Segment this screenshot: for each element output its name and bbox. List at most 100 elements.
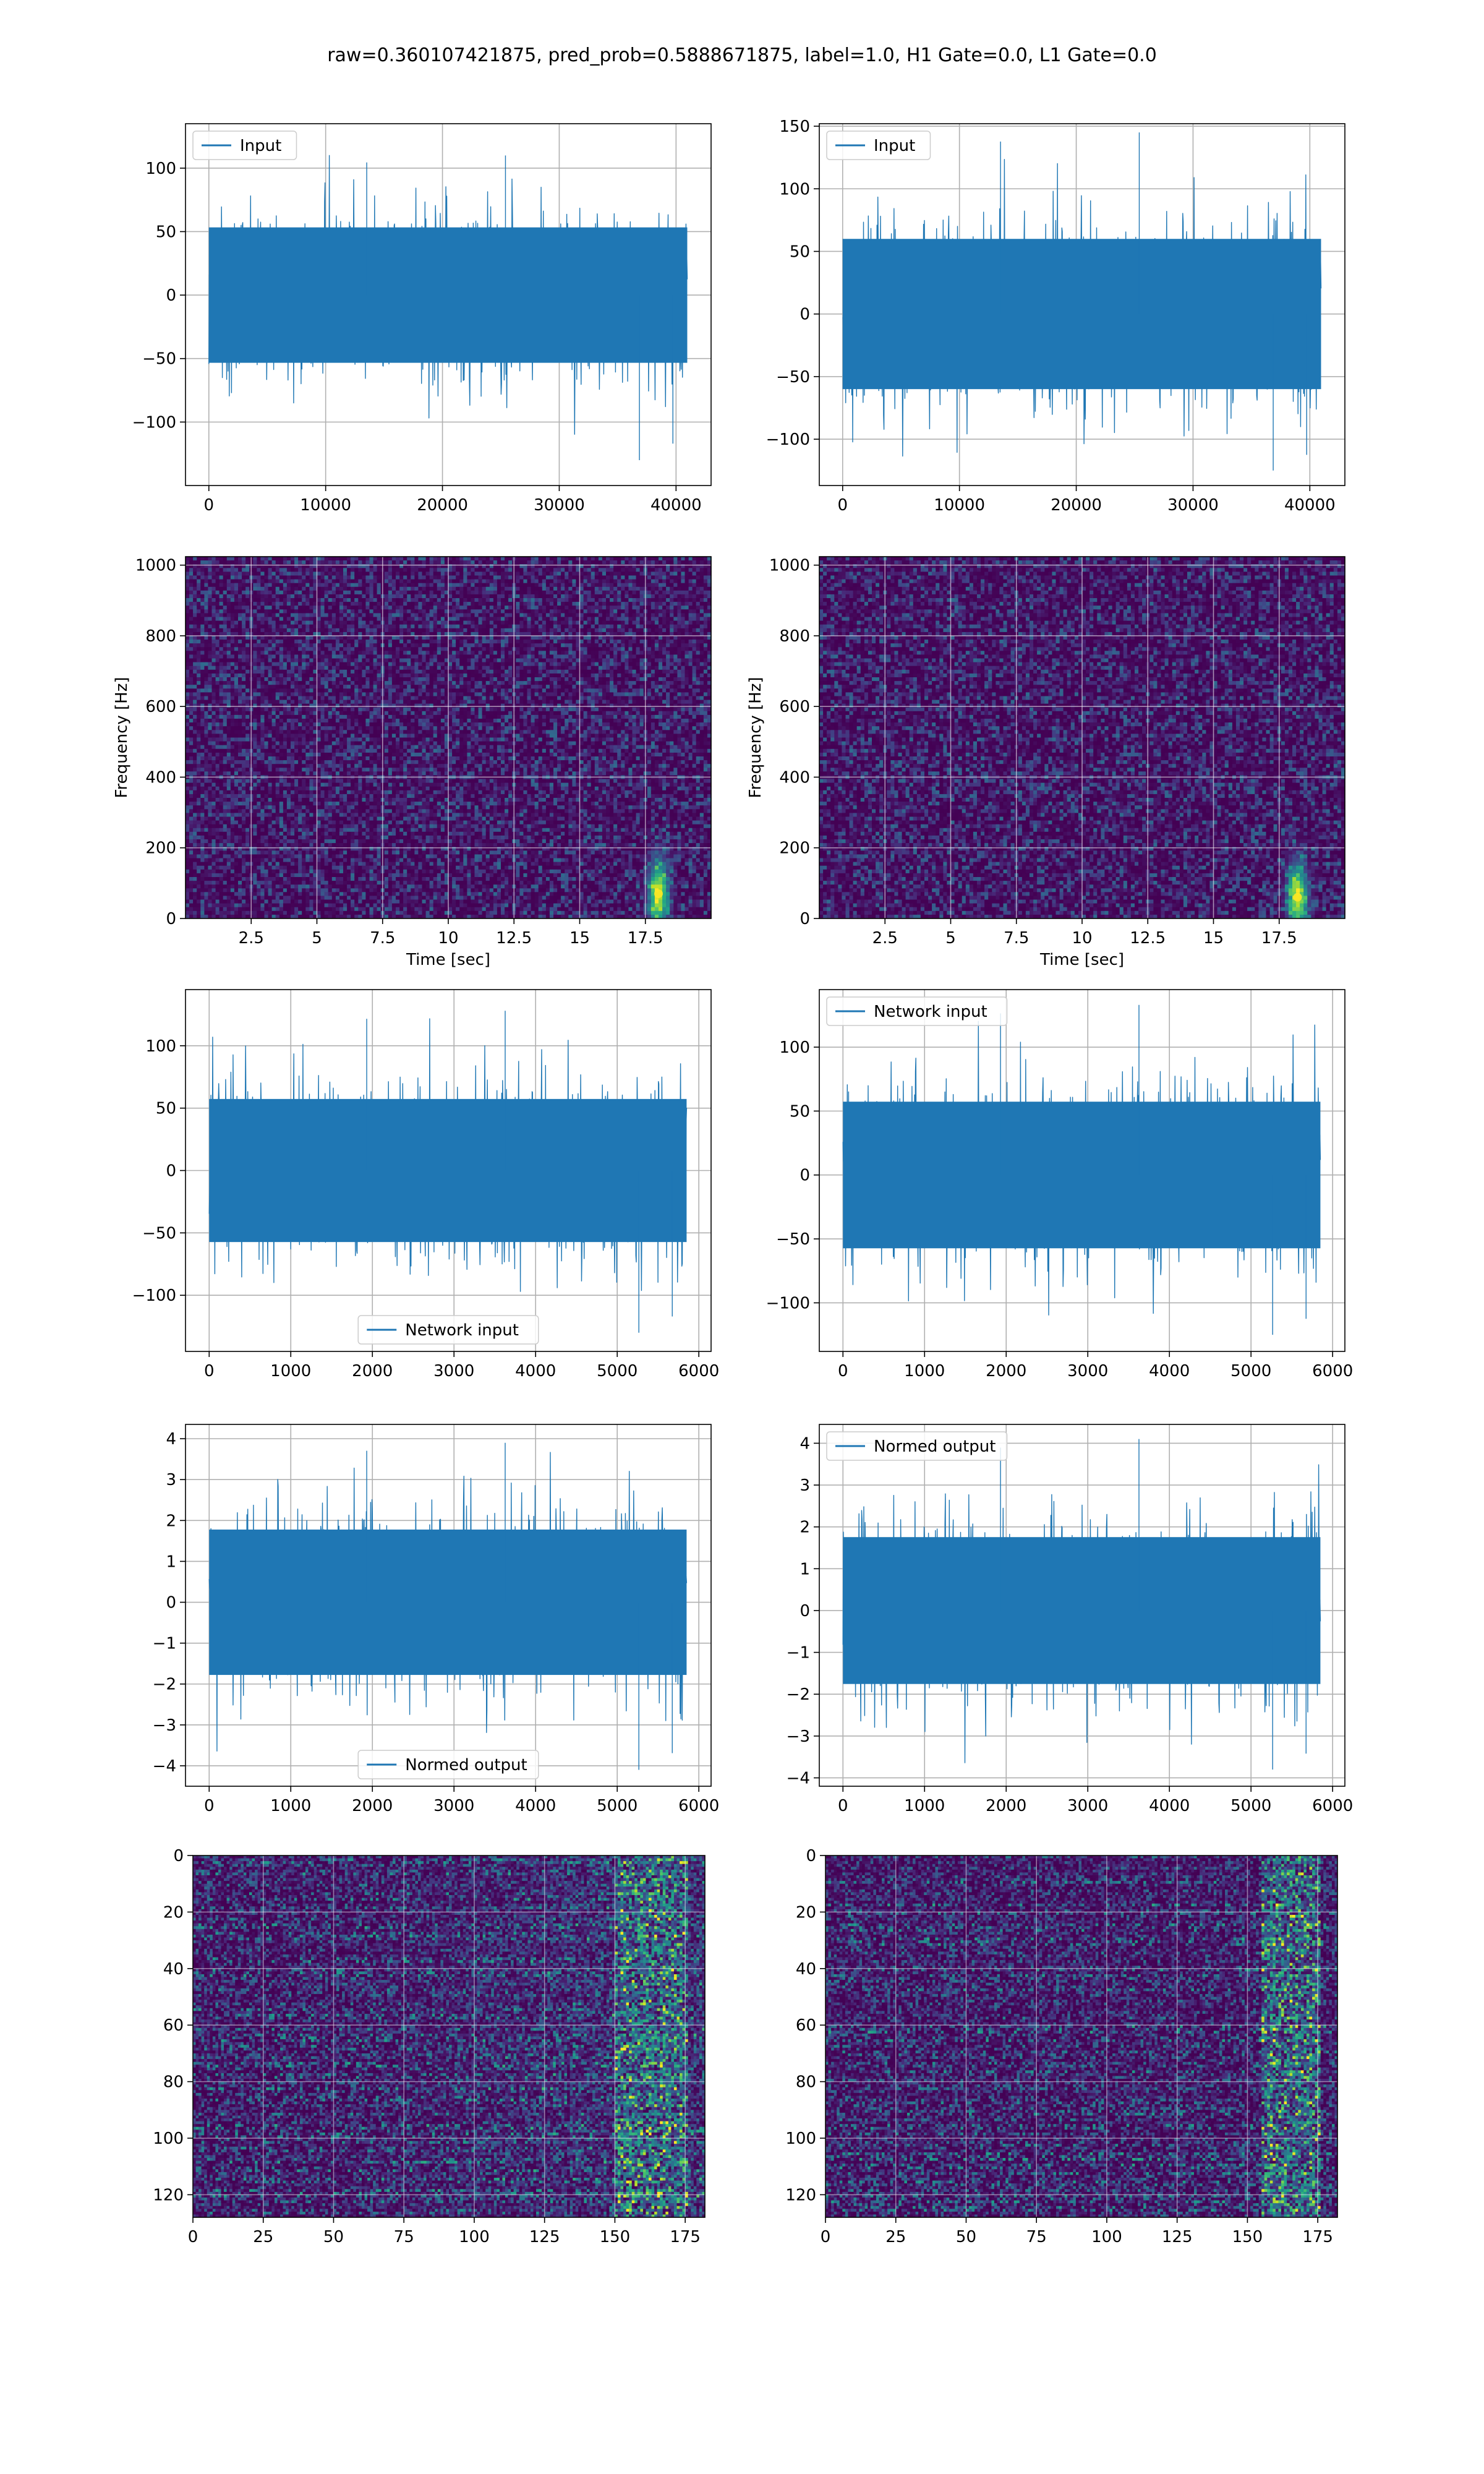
x-tick-label: 125	[529, 2228, 560, 2246]
y-tick-label: 0	[800, 910, 810, 928]
y-tick-label: 400	[145, 768, 176, 787]
y-tick-label: 400	[779, 768, 810, 787]
y-tick-label: 80	[796, 2073, 816, 2092]
legend-label: Normed output	[405, 1756, 527, 1774]
x-tick-label: 30000	[1167, 496, 1219, 515]
legend: Network input	[358, 1316, 539, 1344]
series-dense-core	[843, 1102, 1320, 1248]
series-dense-core	[843, 239, 1321, 389]
x-tick-label: 20000	[417, 496, 468, 515]
y-tick-label: 4	[166, 1430, 176, 1449]
legend-label: Input	[874, 137, 915, 155]
y-tick-label: 2	[800, 1518, 810, 1537]
y-tick-label: 150	[779, 118, 810, 136]
x-tick-label: 0	[188, 2228, 198, 2246]
x-tick-label: 50	[956, 2228, 976, 2246]
x-tick-label: 7.5	[370, 929, 395, 948]
x-tick-label: 30000	[534, 496, 585, 515]
x-tick-label: 0	[204, 1797, 215, 1815]
y-tick-label: 0	[800, 1602, 810, 1620]
x-tick-label: 2000	[352, 1362, 393, 1380]
x-tick-label: 4000	[1149, 1362, 1190, 1380]
y-tick-label: 80	[163, 2073, 184, 2092]
y-tick-label: 3	[166, 1471, 176, 1489]
y-tick-label: 1	[800, 1560, 810, 1578]
series-dense-core	[209, 228, 688, 363]
x-tick-label: 4000	[1149, 1797, 1190, 1815]
x-tick-label: 15	[569, 929, 590, 948]
x-tick-label: 100	[1091, 2228, 1122, 2246]
x-tick-label: 2000	[986, 1362, 1026, 1380]
y-tick-label: −50	[142, 350, 176, 369]
y-tick-label: 100	[779, 180, 810, 199]
x-tick-label: 3000	[433, 1362, 474, 1380]
legend: Network input	[827, 997, 1007, 1025]
y-tick-label: 3	[800, 1476, 810, 1495]
x-tick-label: 1000	[270, 1362, 311, 1380]
x-tick-label: 75	[1026, 2228, 1047, 2246]
x-tick-label: 12.5	[496, 929, 532, 948]
y-tick-label: 0	[166, 1162, 176, 1181]
y-tick-label: 0	[173, 1847, 184, 1865]
legend: Normed output	[827, 1432, 1007, 1460]
y-tick-label: 50	[790, 1102, 810, 1121]
y-tick-label: 0	[166, 286, 176, 305]
x-tick-label: 2.5	[239, 929, 264, 948]
y-tick-label: 20	[796, 1903, 816, 1922]
x-tick-label: 150	[600, 2228, 631, 2246]
y-tick-label: −1	[787, 1644, 810, 1663]
y-tick-label: 60	[796, 2016, 816, 2035]
subplot-spectrogram-l1: 2.5 5 7.5 10 12.5 15 17.502004006008001000Time…	[746, 557, 1345, 969]
y-tick-label: −100	[766, 1294, 810, 1312]
y-axis-label: Frequency [Hz]	[746, 677, 765, 798]
x-tick-label: 2000	[352, 1797, 393, 1815]
x-tick-label: 10	[1072, 929, 1092, 948]
x-tick-label: 25	[253, 2228, 273, 2246]
x-tick-label: 0	[838, 1797, 848, 1815]
subplot-input-l1: 0 10000 20000 30000 40000−100−50050100150Inp…	[766, 118, 1345, 515]
y-tick-label: 0	[800, 1166, 810, 1185]
y-tick-label: 120	[785, 2186, 816, 2204]
x-axis-label: Time [sec]	[1039, 951, 1124, 969]
y-tick-label: 40	[163, 1960, 184, 1979]
x-tick-label: 0	[204, 1362, 215, 1380]
y-tick-label: 50	[790, 242, 810, 261]
y-tick-label: 20	[163, 1903, 184, 1922]
qtransform-cells	[193, 1856, 706, 2218]
x-tick-label: 6000	[1312, 1797, 1353, 1815]
x-tick-label: 20000	[1051, 496, 1102, 515]
subplot-network-input-h1: 0 1000 2000 3000 4000 5000 6000−100−50050100Ne…	[132, 990, 720, 1380]
qtransform-cells	[825, 1856, 1338, 2218]
x-tick-label: 75	[394, 2228, 414, 2246]
x-tick-label: 50	[323, 2228, 344, 2246]
x-tick-label: 100	[459, 2228, 490, 2246]
y-tick-label: 40	[796, 1960, 816, 1979]
y-tick-label: 2	[166, 1512, 176, 1530]
y-tick-label: 800	[145, 627, 176, 646]
x-tick-label: 25	[885, 2228, 906, 2246]
legend: Input	[193, 131, 297, 160]
legend-label: Input	[240, 137, 281, 155]
x-tick-label: 17.5	[1261, 929, 1297, 948]
series-dense-core	[843, 1537, 1320, 1684]
y-tick-label: −50	[776, 1230, 810, 1249]
x-tick-label: 175	[1302, 2228, 1333, 2246]
y-tick-label: 50	[156, 223, 176, 241]
y-tick-label: 0	[166, 1594, 176, 1612]
y-tick-label: 60	[163, 2016, 184, 2035]
x-axis-label: Time [sec]	[406, 951, 490, 969]
legend-label: Network input	[874, 1003, 987, 1021]
x-tick-label: 10	[438, 929, 458, 948]
spectrogram-hotspot	[1294, 893, 1302, 902]
y-tick-label: 1000	[135, 557, 176, 575]
x-tick-label: 6000	[1312, 1362, 1353, 1380]
y-tick-label: −100	[132, 413, 176, 432]
series-dense-core	[209, 1530, 686, 1675]
x-tick-label: 5	[945, 929, 956, 948]
spectrogram-hotspot	[654, 889, 663, 898]
x-tick-label: 0	[838, 1362, 848, 1380]
y-tick-label: −100	[132, 1286, 176, 1305]
